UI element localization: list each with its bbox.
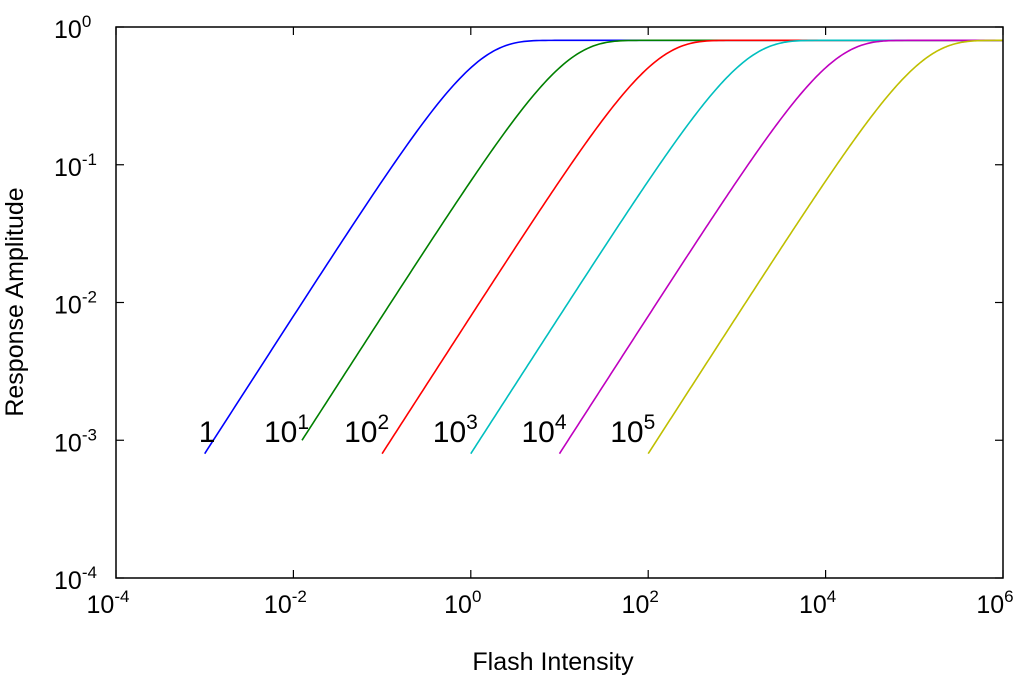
ticks-group: 10-4 10-2 100 102 104 106 10-4 10-3 10-2 10-1 100 — [54, 12, 1014, 619]
x-tick-label: 100 — [444, 587, 481, 619]
x-axis-label: Flash Intensity — [472, 648, 634, 676]
plot-frame — [115, 26, 1004, 579]
x-tick-label: 102 — [622, 587, 659, 619]
series-line-3 — [470, 39, 1003, 455]
x-tick-label: 106 — [976, 587, 1013, 619]
series-line-1 — [301, 39, 1003, 441]
y-tick-label: 10-3 — [54, 425, 97, 457]
curve-label-3: 103 — [433, 411, 478, 449]
x-tick-label: 10-4 — [87, 587, 130, 619]
curves-group — [204, 39, 1003, 455]
curve-label-2: 102 — [344, 411, 389, 449]
x-tick-label: 10-2 — [264, 587, 307, 619]
curve-label-4: 104 — [522, 411, 567, 449]
y-axis-label: Response Amplitude — [1, 187, 29, 416]
y-tick-label: 100 — [54, 12, 91, 44]
curve-label-1: 101 — [264, 411, 309, 449]
curve-label-0: 1 — [199, 416, 216, 449]
y-tick-label: 10-2 — [54, 288, 97, 320]
y-tick-label: 10-1 — [54, 150, 97, 182]
series-line-4 — [558, 39, 1003, 455]
curve-labels-group: 1 101 102 103 104 105 — [199, 411, 656, 449]
series-line-5 — [647, 39, 1003, 455]
x-tick-label: 104 — [799, 587, 836, 619]
curve-label-5: 105 — [610, 411, 655, 449]
y-tick-label: 10-4 — [54, 563, 97, 595]
